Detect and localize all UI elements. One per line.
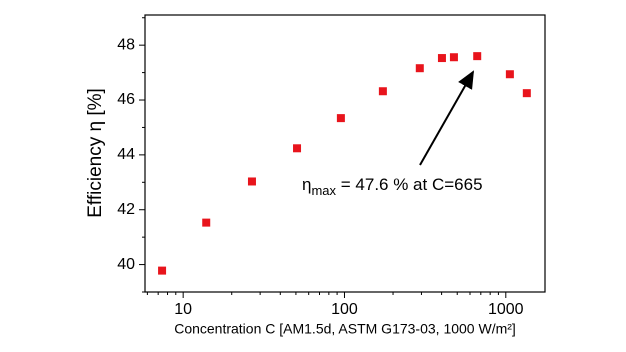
data-point <box>522 89 531 98</box>
annotation: ηmax = 47.6 % at C=665 <box>302 175 483 198</box>
data-point <box>473 52 482 61</box>
data-point <box>202 218 211 227</box>
y-tick-label: 46 <box>117 91 135 108</box>
data-point <box>505 70 514 79</box>
y-tick-label: 42 <box>117 201 135 218</box>
y-axis-label: Efficiency η [%] <box>85 88 106 218</box>
annotation-text: = 47.6 % at C=665 <box>336 175 483 194</box>
data-point <box>449 53 458 62</box>
data-point <box>336 114 345 123</box>
y-tick-label: 40 <box>117 256 135 273</box>
x-tick-label: 10 <box>174 301 192 318</box>
annotation-symbol: η <box>302 175 311 194</box>
y-tick-label: 44 <box>117 146 135 163</box>
x-tick-label: 100 <box>331 301 358 318</box>
x-tick-label: 1000 <box>488 301 524 318</box>
annotation-arrow <box>419 70 474 166</box>
data-point <box>247 177 256 186</box>
data-point <box>415 64 424 73</box>
plot-frame <box>144 14 546 293</box>
data-point <box>378 87 387 96</box>
data-point <box>293 144 302 153</box>
data-point <box>158 266 167 275</box>
y-tick-label: 48 <box>117 36 135 53</box>
annotation-subscript: max <box>311 183 336 198</box>
data-point <box>437 54 446 63</box>
x-axis-label: Concentration C [AM1.5d, ASTM G173-03, 1… <box>174 321 516 337</box>
